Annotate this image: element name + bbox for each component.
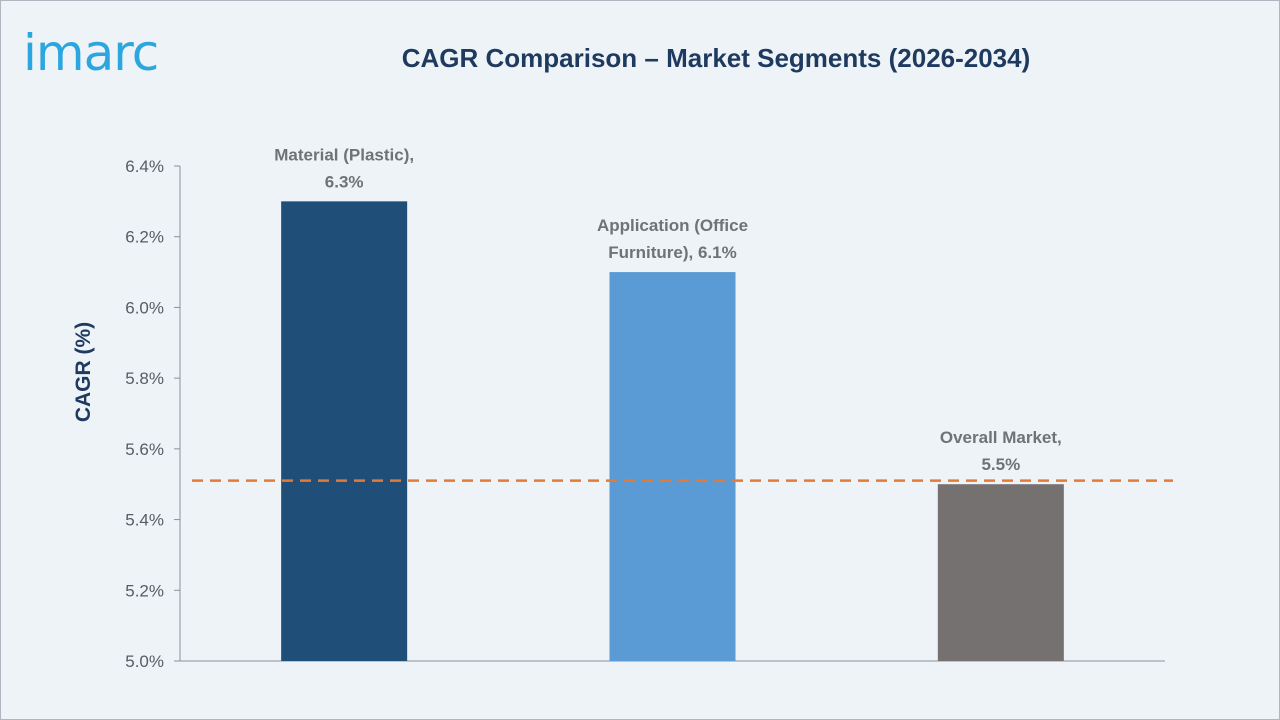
data-label: Application (Office — [597, 216, 748, 235]
bars-group — [281, 201, 1064, 661]
data-labels-group: Material (Plastic), 6.3% Application (Offi… — [192, 145, 1173, 482]
data-label: 6.3% — [325, 172, 364, 191]
imarc-logo: imarc — [23, 23, 159, 83]
data-label: Furniture), 6.1% — [608, 243, 736, 262]
y-tick-label: 5.0% — [125, 652, 164, 671]
data-label: Material (Plastic), — [274, 145, 414, 164]
bar — [609, 272, 736, 661]
logo-text: imarc — [23, 24, 159, 82]
bar — [937, 484, 1064, 661]
bar — [281, 201, 408, 661]
y-axis-title: CAGR (%) — [72, 322, 95, 422]
y-tick-label: 5.6% — [125, 440, 164, 459]
y-tick-label: 5.2% — [125, 581, 164, 600]
axes-group: 5.0% 5.2% 5.4% 5.6% 5.8% 6.0% 6.2% 6.4% — [125, 157, 1165, 671]
y-tick-label: 6.4% — [125, 157, 164, 176]
y-tick-label: 5.4% — [125, 511, 164, 530]
y-tick-label: 6.2% — [125, 228, 164, 247]
y-tick-label: 6.0% — [125, 298, 164, 317]
chart-title: CAGR Comparison – Market Segments (2026-… — [401, 43, 1031, 73]
data-label: Overall Market, — [940, 428, 1062, 447]
data-label: 5.5% — [981, 455, 1020, 474]
y-tick-label: 5.8% — [125, 369, 164, 388]
